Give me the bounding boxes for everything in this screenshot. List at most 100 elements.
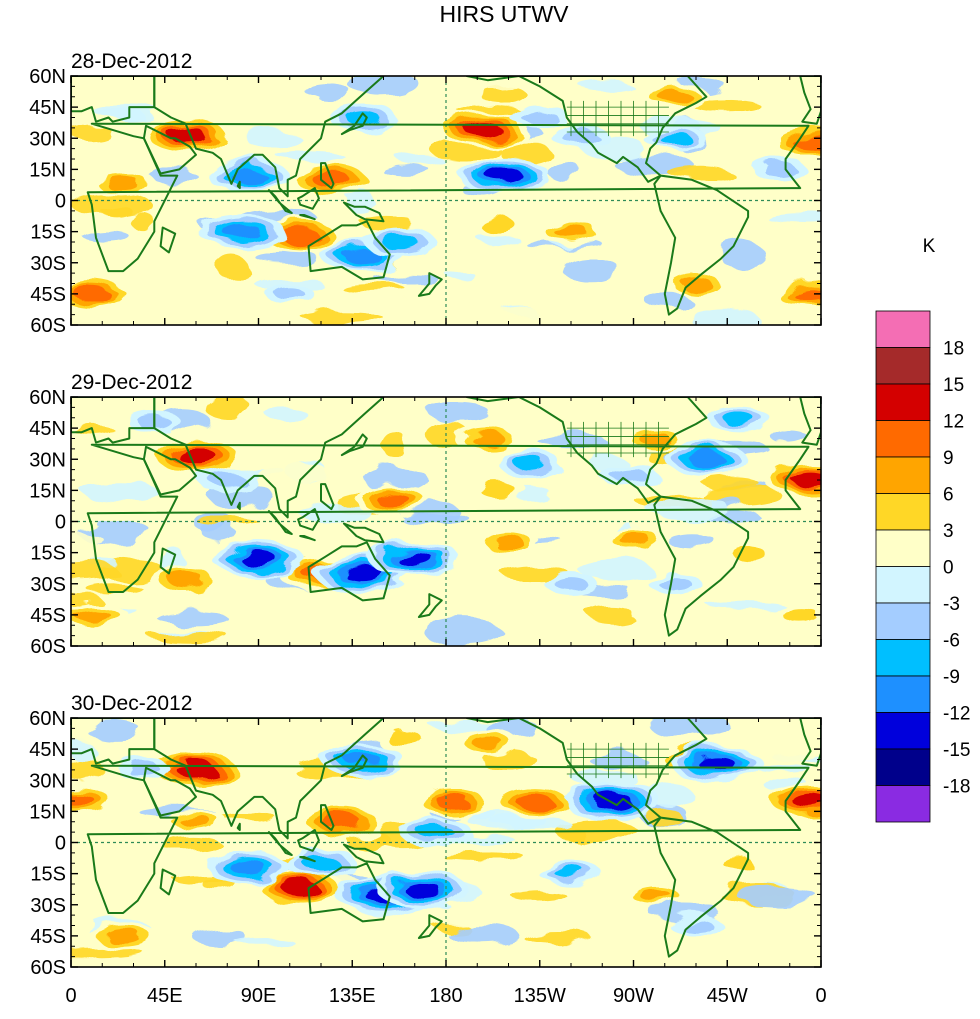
- texture-patch: [667, 165, 732, 180]
- anomaly-contour: [274, 287, 305, 300]
- coastline: [142, 766, 197, 817]
- colorbar-label: 12: [943, 412, 964, 433]
- texture-patch: [429, 404, 491, 423]
- texture-patch: [579, 81, 633, 91]
- y-tick-label: 30S: [30, 253, 66, 275]
- colorbar-label: 0: [943, 558, 954, 579]
- coastline: [267, 831, 293, 856]
- y-tick-label: 60N: [29, 66, 66, 88]
- colorbar-box: [875, 493, 931, 531]
- texture-patch: [447, 272, 477, 281]
- y-tick-label: 60S: [30, 315, 66, 337]
- y-tick-label: 15S: [30, 543, 66, 565]
- colorbar-label: 6: [943, 485, 954, 506]
- texture-patch: [645, 292, 691, 311]
- y-tick-label: 45N: [29, 97, 66, 119]
- anomaly-contour: [792, 472, 821, 488]
- texture-patch: [254, 251, 318, 263]
- texture-patch: [223, 88, 286, 102]
- axes: 60N 45N 30N 15N 0 15S 30S 45S 60S: [29, 66, 822, 337]
- texture-patch: [102, 559, 165, 583]
- anomaly-field: [71, 76, 821, 325]
- texture-patch: [473, 610, 539, 626]
- colorbar-box: [875, 383, 931, 421]
- coastline: [342, 522, 385, 544]
- texture-patch: [586, 605, 633, 621]
- texture-patch: [131, 213, 156, 232]
- texture-patch: [479, 84, 526, 104]
- colorbar-box: [875, 566, 931, 604]
- texture-patch: [342, 283, 406, 294]
- texture-patch: [347, 76, 418, 96]
- x-tick-label: 90W: [613, 985, 654, 1007]
- anomaly-contour: [762, 162, 796, 177]
- coastline: [342, 201, 385, 223]
- texture-patch: [561, 256, 619, 282]
- texture-patch: [380, 430, 407, 456]
- anomaly-contour: [658, 577, 692, 591]
- coastlines: [71, 76, 821, 316]
- texture-patch: [256, 460, 328, 487]
- anomaly-contour: [209, 472, 246, 488]
- y-tick-label: 45S: [30, 926, 66, 948]
- y-tick-label: 30S: [30, 574, 66, 596]
- colorbar-label: -18: [943, 777, 970, 798]
- panel-date-label: 29-Dec-2012: [71, 371, 192, 394]
- colorbar-label: -6: [943, 631, 960, 652]
- texture-patch: [149, 631, 231, 645]
- anomaly-contour: [638, 432, 670, 445]
- colorbar-box: [875, 347, 931, 385]
- x-tick-label: 90E: [241, 985, 277, 1007]
- coastline: [297, 829, 320, 852]
- texture-patch: [265, 406, 307, 422]
- anomaly-contour: [345, 110, 380, 125]
- anomaly-contour: [402, 880, 440, 896]
- coastline: [142, 124, 197, 175]
- y-tick-label: 30N: [29, 128, 66, 150]
- texture-patch: [71, 122, 111, 140]
- texture-patch: [246, 131, 302, 148]
- texture-patch: [219, 810, 275, 823]
- y-tick-label: 30N: [29, 770, 66, 792]
- anomaly-contour: [617, 531, 650, 545]
- state-borders: [566, 100, 669, 137]
- anomaly-contour: [554, 577, 588, 591]
- texture-patch: [557, 826, 586, 841]
- colorbar-label: 15: [943, 375, 964, 396]
- anomaly-contour: [105, 928, 142, 944]
- x-tick-label: 135E: [329, 985, 376, 1007]
- texture-patch: [772, 430, 809, 446]
- state-borders: [566, 421, 669, 458]
- coastline: [142, 445, 197, 496]
- anomaly-contour: [792, 793, 821, 809]
- axes: 60N 45N 30N 15N 0 15S 30S 45S 60S: [29, 387, 822, 658]
- texture-patch: [676, 212, 703, 222]
- texture-patch: [301, 311, 383, 323]
- x-tick-label: 135W: [514, 985, 566, 1007]
- anomaly-contour: [106, 177, 140, 191]
- anomaly-contour: [435, 794, 470, 808]
- texture-patch: [423, 618, 502, 645]
- texture-patch: [759, 718, 800, 741]
- texture-patch: [71, 757, 103, 782]
- anomaly-contour: [659, 131, 691, 145]
- texture-patch: [655, 937, 690, 961]
- texture-patch: [192, 927, 247, 947]
- texture-patch: [78, 736, 162, 748]
- coastline: [159, 226, 177, 254]
- coastlines: [71, 718, 821, 958]
- coastline: [86, 443, 810, 593]
- anomaly-contour: [382, 234, 419, 250]
- texture-patch: [235, 937, 295, 947]
- x-tick-label: 180: [429, 985, 462, 1007]
- colorbar-box: [875, 456, 931, 494]
- anomaly-contour: [470, 431, 505, 446]
- anomaly-contour: [782, 607, 819, 623]
- axes: 60N 45N 30N 15N 0 15S 30S 45S 60S 0 45E 90E 135E 180 1…: [29, 708, 826, 1007]
- anomaly-contour: [230, 168, 266, 183]
- anomaly-contour: [563, 130, 600, 146]
- texture-patch: [590, 752, 647, 770]
- texture-patch: [762, 736, 811, 762]
- texture-patch: [743, 729, 769, 752]
- texture-patch: [446, 925, 519, 943]
